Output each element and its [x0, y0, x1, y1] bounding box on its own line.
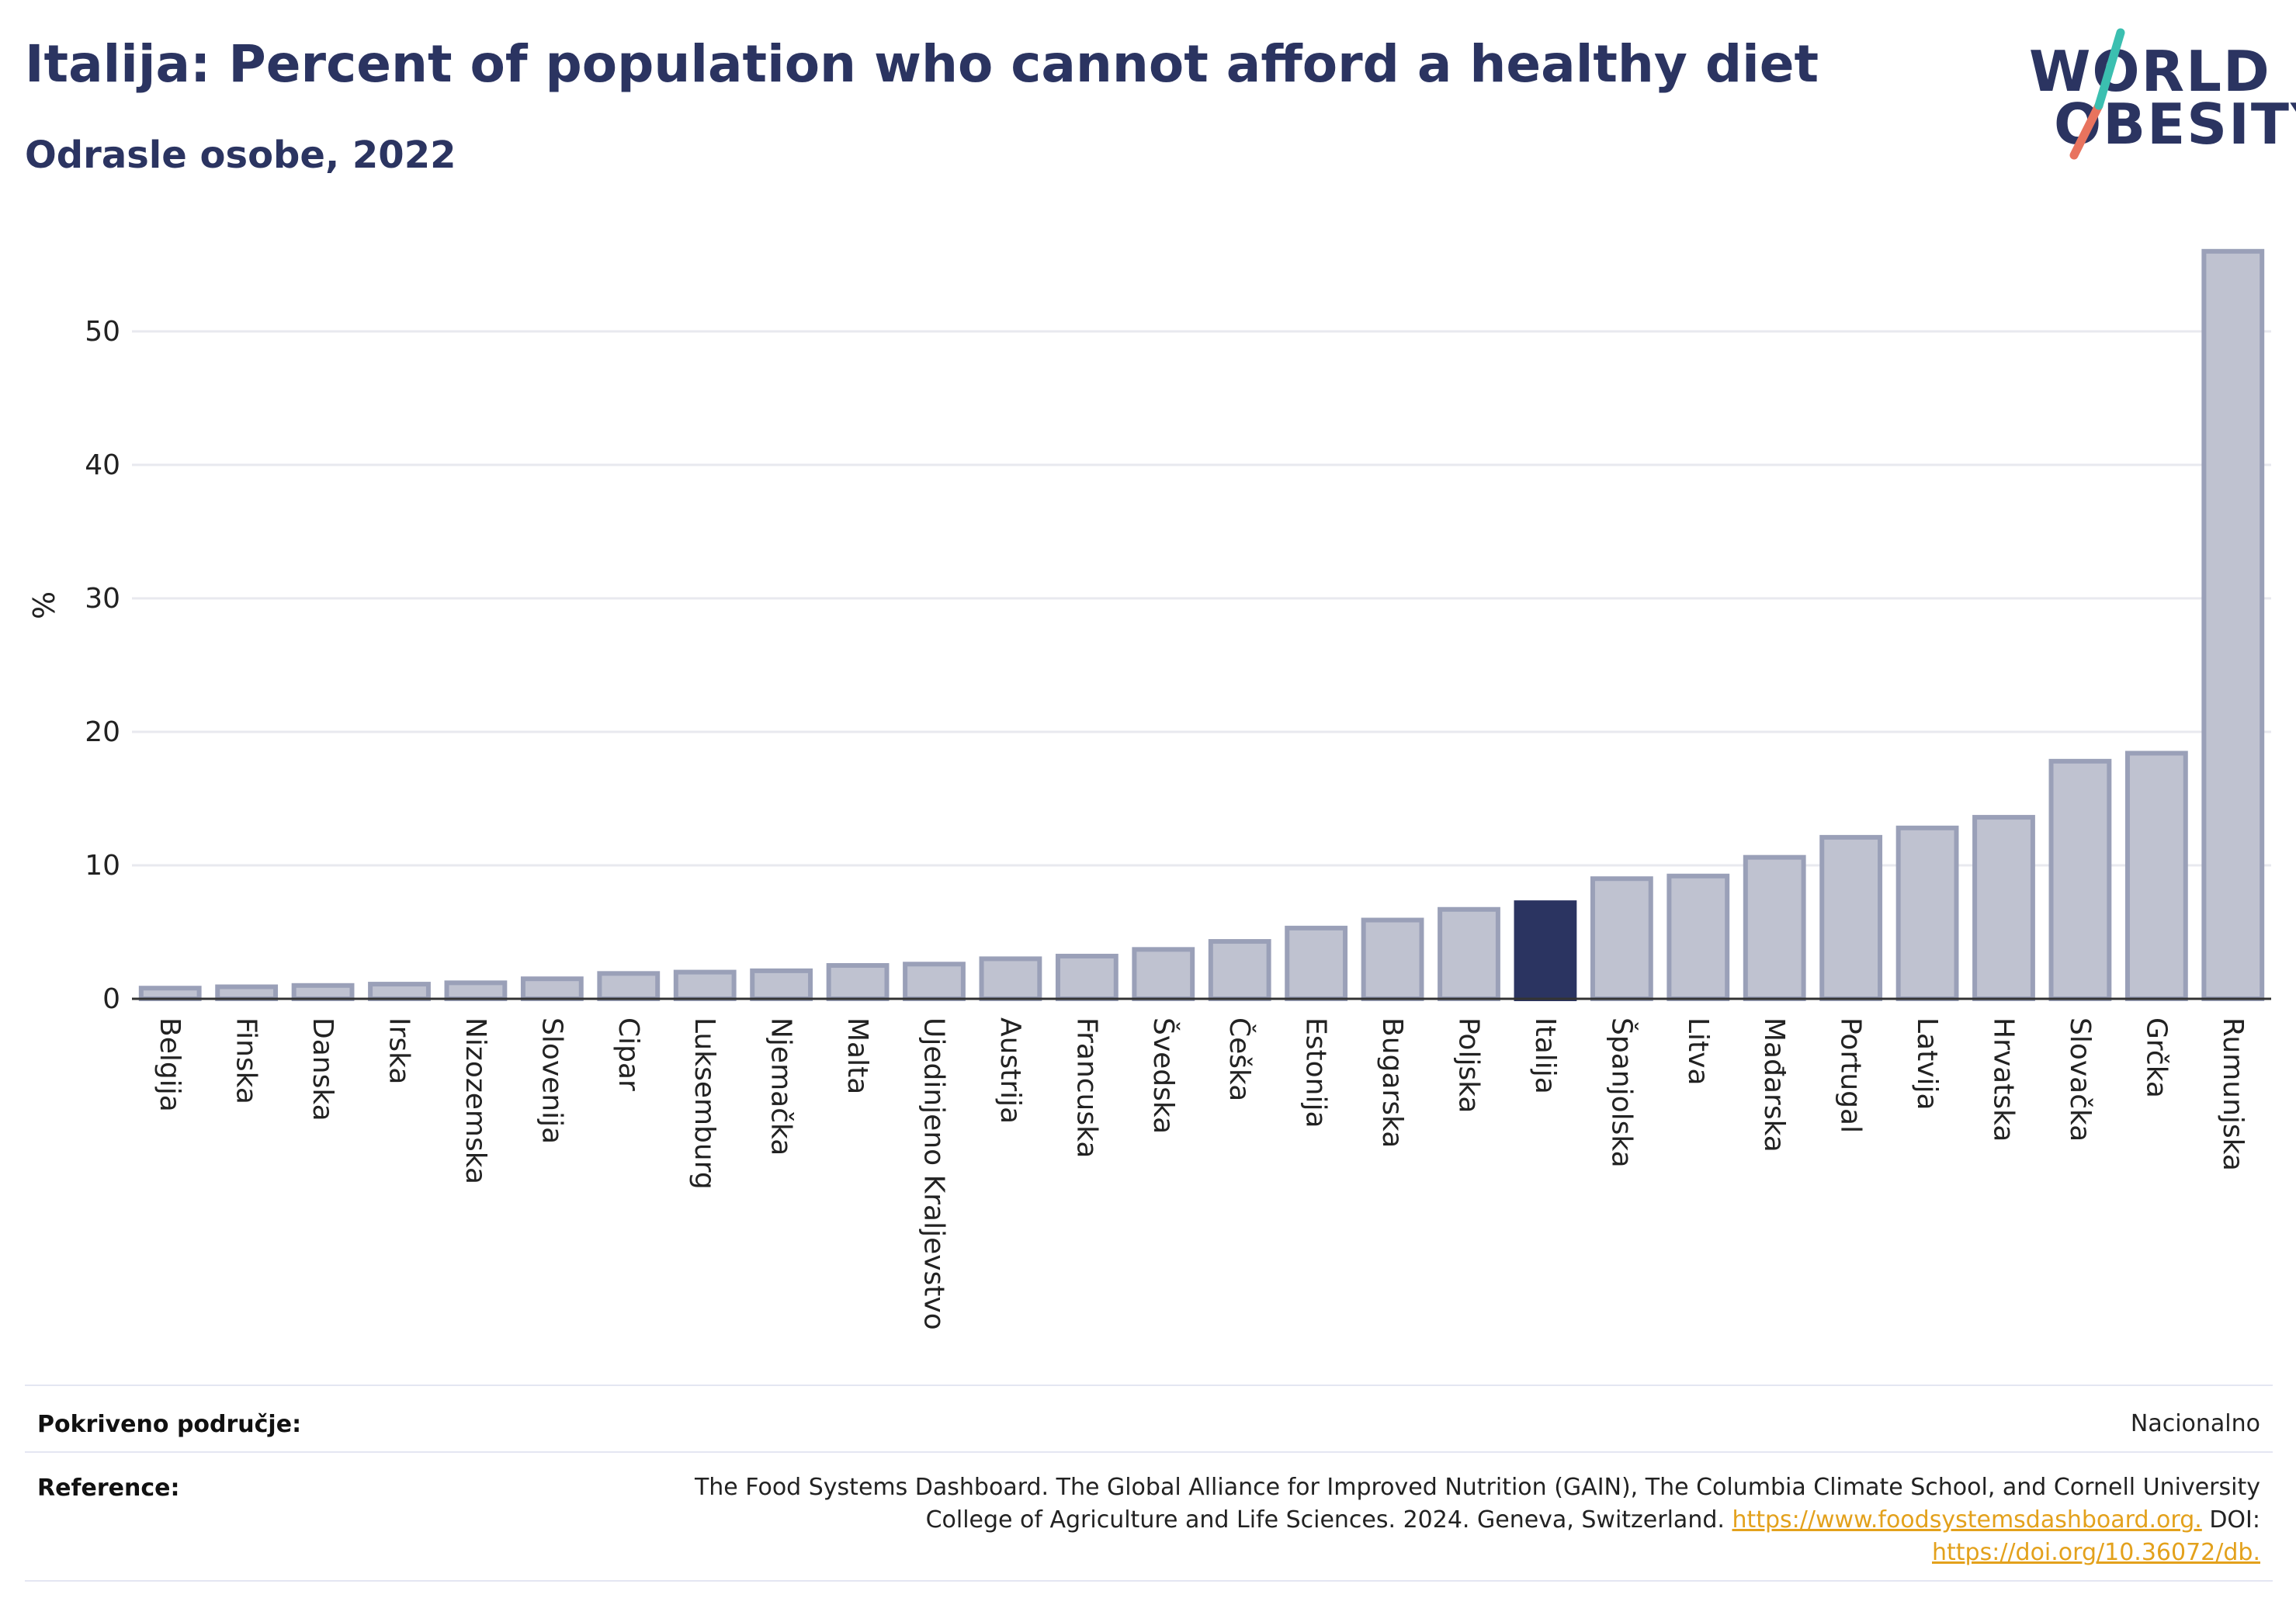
bar — [1972, 815, 2035, 1002]
x-tick-label: Nizozemska — [460, 1017, 491, 1184]
y-axis-label: % — [27, 591, 61, 619]
bar — [368, 982, 431, 1002]
x-tick-label: Švedska — [1147, 1017, 1180, 1134]
coverage-label: Pokriveno područje: — [37, 1411, 302, 1438]
bar-chart: 0 10 20 30 40 50% Belgija Finska Danska Irska Nizo… — [27, 248, 2271, 1330]
x-tick-label: Austrija — [994, 1017, 1026, 1124]
bar — [750, 968, 813, 1002]
y-tick-label: 10 — [85, 850, 120, 882]
x-tick-label: Rumunjska — [2217, 1017, 2249, 1171]
x-tick-label: Italija — [1529, 1017, 1561, 1094]
x-tick-label: Slovenija — [536, 1017, 567, 1144]
bar — [291, 983, 355, 1001]
bar — [979, 956, 1042, 1002]
bar — [1285, 925, 1348, 1002]
reference-text: The Food Systems Dashboard. The Global A… — [397, 1471, 2260, 1569]
bar — [1590, 876, 1653, 1002]
world-obesity-logo: WORLD OBESITY — [2018, 23, 2296, 171]
bar — [1208, 939, 1271, 1001]
reference-label: Reference: — [37, 1475, 180, 1502]
x-tick-label: Mađarska — [1758, 1017, 1790, 1152]
bar — [673, 969, 737, 1001]
chart-title: Italija: Percent of population who canno… — [25, 34, 1819, 94]
bar — [1819, 834, 1883, 1001]
coverage-value: Nacionalno — [2130, 1410, 2260, 1437]
reference-line-2-text: College of Agriculture and Life Sciences… — [925, 1506, 1725, 1534]
x-tick-label: Danska — [307, 1017, 338, 1121]
x-tick-label: Belgija — [154, 1017, 186, 1112]
x-tick-label: Španjolska — [1605, 1017, 1638, 1168]
reference-link-doi[interactable]: https://doi.org/10.36072/db. — [1932, 1539, 2260, 1566]
bar — [2048, 758, 2112, 1002]
reference-doi-label: DOI: — [2209, 1506, 2260, 1534]
x-tick-label: Slovačka — [2064, 1017, 2096, 1142]
bar — [2201, 248, 2265, 1002]
bar — [444, 980, 508, 1001]
bar — [2124, 750, 2188, 1002]
bar — [138, 986, 202, 1001]
logo-slash-icon — [2069, 28, 2125, 160]
y-tick-label: 20 — [85, 716, 120, 748]
x-tick-label: Portugal — [1835, 1017, 1867, 1133]
bar — [826, 963, 890, 1001]
bar — [903, 962, 966, 1002]
x-tick-label: Njemačka — [765, 1017, 797, 1156]
y-tick-label: 30 — [85, 583, 120, 615]
bar — [1438, 906, 1500, 1002]
bar-highlight — [1514, 900, 1577, 1001]
x-tick-label: Poljska — [1453, 1017, 1485, 1114]
bar — [1895, 825, 1959, 1002]
reference-line-2: College of Agriculture and Life Sciences… — [397, 1504, 2260, 1537]
bar — [597, 971, 661, 1002]
bar — [215, 984, 279, 1002]
reference-line-1: The Food Systems Dashboard. The Global A… — [694, 1474, 2260, 1501]
x-tick-label: Luksemburg — [688, 1017, 720, 1190]
x-tick-label: Ujedinjeno Kraljevstvo — [918, 1017, 950, 1330]
x-tick-label: Češka — [1223, 1017, 1256, 1101]
x-tick-label: Irska — [383, 1017, 415, 1084]
x-tick-label: Cipar — [612, 1017, 644, 1091]
x-tick-label: Finska — [231, 1017, 262, 1104]
x-tick-label: Estonija — [1300, 1017, 1332, 1128]
coverage-row: Pokriveno područje: Nacionalno — [25, 1385, 2273, 1462]
y-tick-label: 40 — [85, 449, 120, 481]
y-tick-label: 50 — [85, 316, 120, 348]
x-tick-label: Francuska — [1070, 1017, 1102, 1158]
bar — [1055, 953, 1119, 1002]
bar — [520, 976, 584, 1002]
x-tick-label: Grčka — [2140, 1017, 2172, 1098]
logo-line-1: WORLD — [2029, 39, 2271, 104]
x-tick-label: Litva — [1682, 1017, 1714, 1086]
x-tick-label: Latvija — [1911, 1017, 1943, 1111]
x-tick-label: Malta — [841, 1017, 873, 1094]
reference-link-dashboard[interactable]: https://www.foodsystemsdashboard.org. — [1732, 1506, 2202, 1534]
bar — [1361, 917, 1424, 1002]
bar — [1667, 873, 1730, 1002]
bar — [1132, 947, 1195, 1001]
reference-row: Reference: The Food Systems Dashboard. T… — [25, 1451, 2273, 1583]
x-tick-label: Bugarska — [1376, 1017, 1408, 1148]
y-tick-label: 0 — [102, 983, 120, 1015]
chart-subtitle: Odrasle osobe, 2022 — [25, 133, 456, 177]
x-tick-label: Hrvatska — [1988, 1017, 2020, 1142]
bar — [1743, 854, 1806, 1001]
